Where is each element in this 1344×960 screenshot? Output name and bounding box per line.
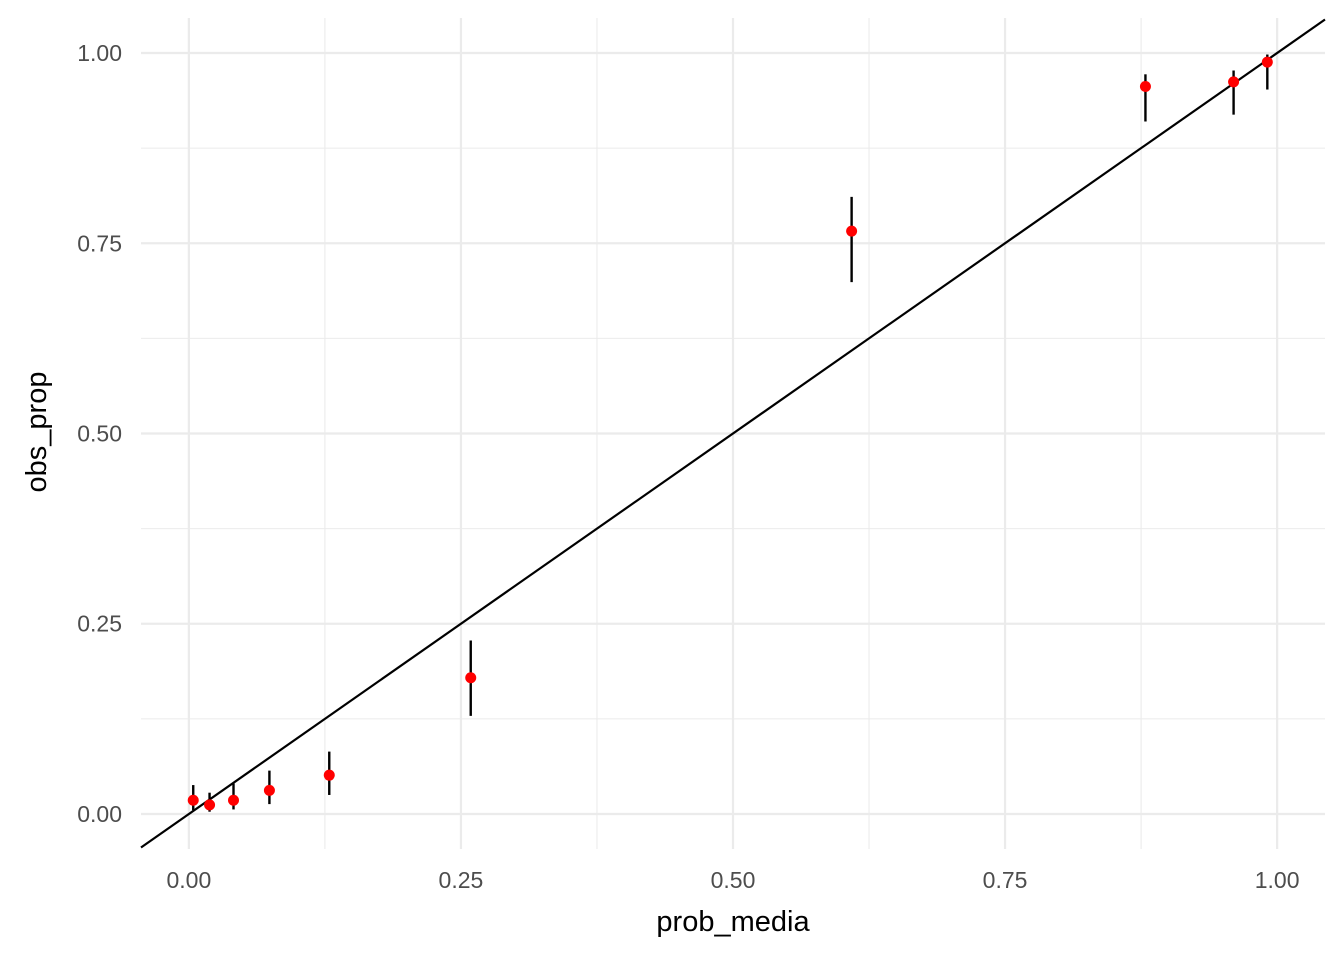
y-axis-title: obs_prop (21, 372, 53, 493)
x-tick-label: 0.50 (711, 867, 756, 893)
x-tick-label: 1.00 (1255, 867, 1300, 893)
data-point (263, 784, 275, 796)
data-point (1261, 56, 1273, 68)
x-axis-tick-labels: 0.00 0.25 0.50 0.75 1.00 (166, 867, 1299, 893)
y-axis-tick-labels: 0.00 0.25 0.50 0.75 1.00 (77, 40, 122, 827)
y-tick-label: 0.00 (77, 801, 122, 827)
y-tick-label: 0.75 (77, 230, 122, 256)
x-axis-title: prob_media (656, 906, 810, 938)
x-tick-label: 0.75 (983, 867, 1028, 893)
major-gridlines (141, 18, 1325, 849)
data-point (846, 225, 858, 237)
y-tick-label: 0.25 (77, 611, 122, 637)
plot-area (140, 18, 1326, 849)
data-point (187, 794, 199, 806)
identity-reference-line (140, 18, 1326, 849)
data-point (204, 799, 216, 811)
data-point (323, 769, 335, 781)
x-tick-label: 0.25 (439, 867, 484, 893)
data-point (465, 672, 477, 684)
y-tick-label: 0.50 (77, 421, 122, 447)
y-tick-label: 1.00 (77, 40, 122, 66)
data-point (228, 794, 239, 806)
data-point (1228, 76, 1240, 88)
data-points (187, 56, 1273, 811)
data-point (1139, 80, 1151, 92)
x-tick-label: 0.00 (166, 867, 211, 893)
